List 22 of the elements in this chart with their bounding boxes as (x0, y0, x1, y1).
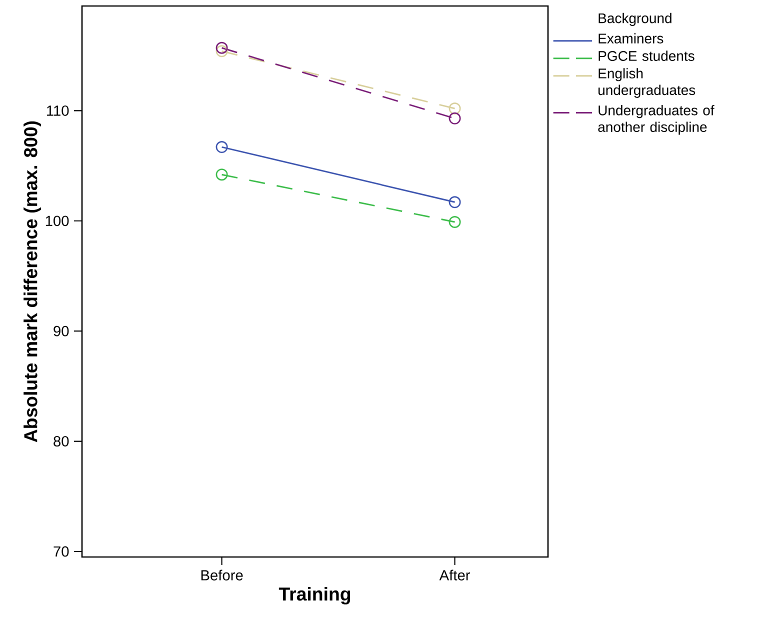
point (448, 216, 461, 228)
point (216, 45, 228, 58)
legend-label: PGCE students (598, 50, 694, 61)
point (216, 42, 228, 54)
legend-title: Background (598, 12, 672, 26)
legend-label: Undergraduates of another discipline (598, 105, 714, 135)
legend-label: Examiners (598, 33, 664, 44)
y-axis-title: Absolute mark difference (max. 800) (24, 121, 41, 442)
point (448, 112, 461, 124)
y-tick-label: 110 (47, 106, 69, 116)
x-tick-label: Before (201, 570, 243, 580)
x-axis-title: Training (278, 586, 350, 604)
legend-label: English undergraduates (598, 68, 696, 98)
point (216, 141, 228, 154)
y-tick-label: 100 (46, 216, 69, 226)
y-tick-label: 80 (54, 436, 69, 446)
y-tick-label: 70 (54, 546, 69, 557)
y-tick-label: 90 (54, 326, 69, 336)
point (448, 102, 461, 114)
x-tick-label: After (439, 570, 470, 580)
point (216, 168, 228, 181)
point (448, 196, 461, 208)
